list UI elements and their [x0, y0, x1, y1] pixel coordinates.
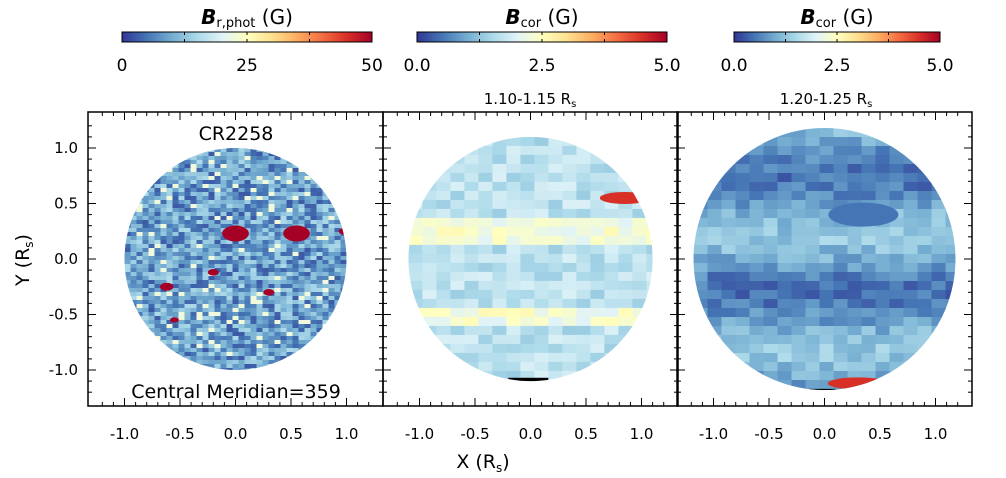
x-tick-label: 0.0 — [813, 425, 837, 443]
y-tick-label: 0.0 — [54, 250, 78, 268]
x-tick-label: 0.0 — [519, 425, 543, 443]
x-tick-label: -0.5 — [754, 425, 783, 443]
x-tick-label: -1.0 — [699, 425, 728, 443]
active-region — [283, 225, 310, 242]
panel-title-3: 1.20-1.25 Rs — [780, 90, 873, 110]
colorbar-2: 0.0 2.5 5.0 — [403, 31, 681, 76]
x-tick-label: -0.5 — [460, 425, 489, 443]
disk-map-2 — [408, 136, 653, 382]
y-tick-label: -1.0 — [49, 361, 78, 379]
panel-title-2: 1.10-1.15 Rs — [484, 90, 577, 110]
panel-2: -1.0 -0.5 0.0 0.5 1.0 — [382, 111, 679, 443]
x-tick-label: 1.0 — [335, 425, 359, 443]
active-region — [207, 268, 219, 276]
y-tick-label: 1.0 — [54, 139, 78, 157]
x-tick-label: 0.5 — [279, 425, 303, 443]
colorbar-label-3: Bcor (G) — [800, 5, 873, 31]
colorbar-tick-label: 5.0 — [926, 56, 953, 76]
disk-map-1 — [124, 148, 347, 370]
active-region — [160, 282, 174, 291]
colorbar-tick-label: 0.0 — [720, 56, 747, 76]
colorbar-tick-label: 5.0 — [653, 56, 680, 76]
y-tick-label: 0.5 — [54, 195, 78, 213]
panel-annotation-cr: CR2258 — [199, 123, 274, 145]
colorbar-tick-label: 2.5 — [528, 56, 555, 76]
y-axis-label: Y (Rs) — [12, 234, 36, 287]
x-tick-label: -1.0 — [110, 425, 139, 443]
x-axis-label: X (Rs) — [456, 451, 509, 474]
y-tick-label: -0.5 — [49, 306, 78, 324]
colorbar-tick-label: 0 — [117, 56, 128, 76]
colorbar-tick-label: 25 — [236, 56, 258, 76]
x-tick-label: 0.5 — [574, 425, 598, 443]
colorbar-tick-label: 2.5 — [823, 56, 850, 76]
x-tick-label: 1.0 — [924, 425, 948, 443]
x-tick-label: 0.0 — [224, 425, 248, 443]
colorbar-3: 0.0 2.5 5.0 — [720, 31, 954, 76]
x-tick-label: 1.0 — [630, 425, 654, 443]
colorbar-1: 0 25 50 — [117, 31, 383, 76]
colorbar-label-1: Br,phot (G) — [201, 5, 293, 31]
colorbar-label-2: Bcor (G) — [505, 5, 578, 31]
active-region — [263, 288, 275, 296]
panel-3: -1.0 -0.5 0.0 0.5 1.0 — [676, 111, 973, 443]
panel-annotation-meridian: Central Meridian=359 — [131, 381, 341, 403]
colorbar-tick-label: 50 — [361, 56, 383, 76]
active-region — [170, 317, 179, 323]
colorbar-tick-label: 0.0 — [403, 56, 430, 76]
active-region — [338, 227, 347, 235]
x-tick-label: 0.5 — [868, 425, 892, 443]
disk-map-3 — [693, 128, 956, 390]
x-tick-label: -1.0 — [405, 425, 434, 443]
x-tick-label: -0.5 — [165, 425, 194, 443]
active-region — [222, 225, 249, 242]
